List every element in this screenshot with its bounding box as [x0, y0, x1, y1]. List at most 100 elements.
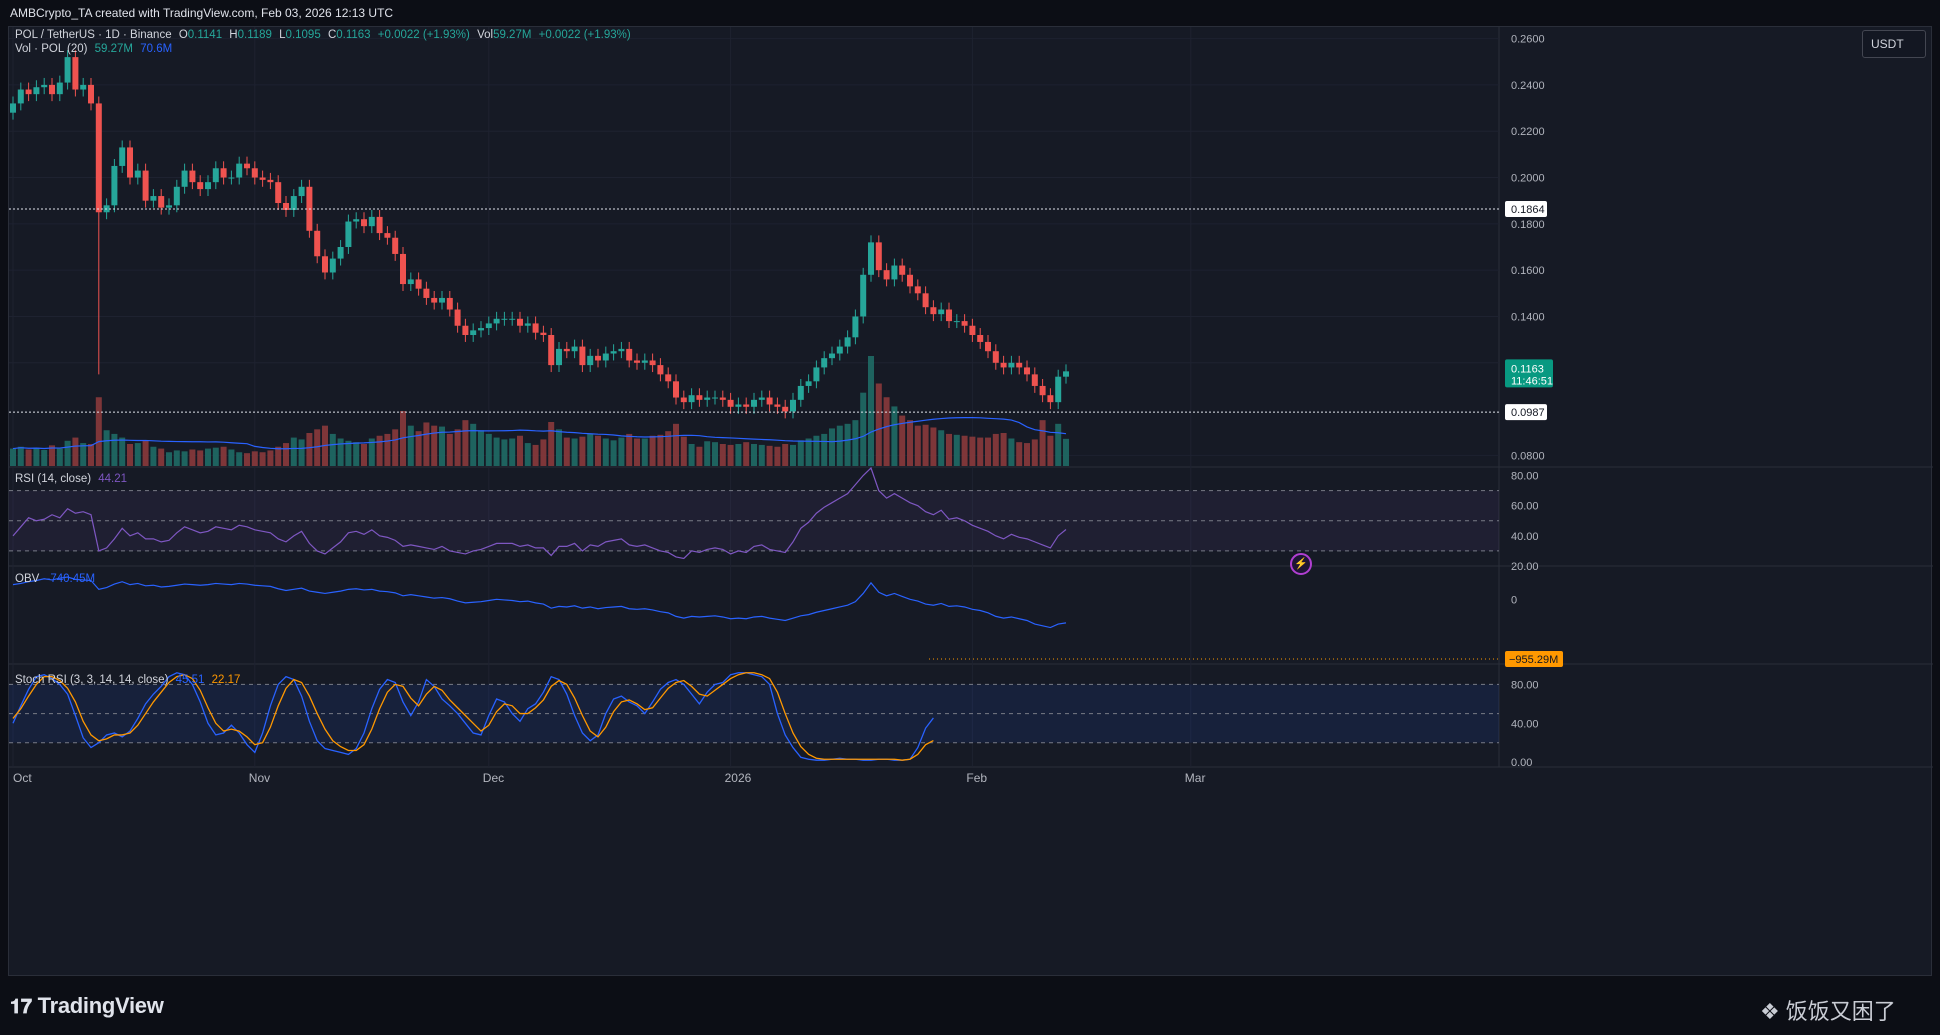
volume-bar — [1008, 438, 1015, 466]
volume-bar — [946, 433, 952, 466]
volume-bar — [103, 430, 110, 466]
candle-down — [579, 346, 586, 366]
chart-area[interactable]: Oct Nov Dec 2026 Feb Mar 0.2600 0.2400 0.2200 0.2… — [8, 26, 1933, 977]
stoch-tick-label: 80.00 — [1511, 679, 1539, 691]
candle-up — [758, 397, 765, 400]
candle-down — [782, 406, 789, 412]
open-value: 0.1141 — [187, 29, 223, 41]
volume-bar — [205, 448, 211, 466]
volume-bar — [673, 423, 679, 466]
volume-bar — [478, 430, 484, 466]
volume-bar — [415, 431, 422, 466]
volume-bar — [602, 438, 609, 466]
candle-down — [665, 374, 672, 382]
volume-bar — [290, 437, 297, 466]
volume-bar — [836, 425, 843, 466]
candle-up — [852, 316, 859, 338]
candle-up — [236, 163, 243, 178]
candle-up — [298, 186, 305, 197]
volume-bar — [618, 437, 625, 466]
price-marker-low: 0.0987 — [1511, 407, 1545, 419]
volume-bar — [72, 437, 79, 466]
candle-down — [595, 355, 601, 361]
volume-bar — [751, 444, 757, 466]
candle-down — [88, 84, 94, 104]
candle-up — [587, 355, 594, 366]
candle-up — [805, 381, 812, 386]
volume-bar — [953, 434, 960, 466]
volume-bar — [634, 438, 640, 466]
candle-down — [719, 397, 726, 400]
candle-up — [868, 242, 874, 275]
candle-up — [493, 318, 500, 324]
volume-bar — [813, 435, 820, 466]
candle-up — [712, 397, 718, 399]
volume-bar — [712, 442, 718, 466]
volume-bar — [758, 444, 765, 466]
candle-up — [571, 346, 578, 352]
candle-down — [275, 182, 282, 203]
rsi-value: 44.21 — [98, 473, 128, 485]
candle-up — [337, 247, 344, 259]
candle-up — [509, 318, 516, 320]
candle-down — [727, 399, 734, 407]
high-label: H — [229, 29, 238, 41]
candle-up — [1008, 362, 1015, 368]
volume-bar — [532, 444, 539, 466]
volume-bar — [56, 448, 63, 466]
volume-bar — [524, 443, 531, 466]
change-value: +0.0022 (+1.93%) — [377, 29, 470, 41]
time-label-nov: Nov — [249, 771, 270, 785]
low-value: 0.1095 — [285, 29, 321, 41]
rsi-legend: RSI (14, close) 44.21 — [15, 473, 127, 485]
candle-down — [1031, 374, 1038, 386]
candle-up — [860, 274, 867, 317]
volume-bar — [688, 444, 695, 466]
volume-bar — [548, 422, 555, 466]
chart-canvas[interactable]: Oct Nov Dec 2026 Feb Mar 0.2600 0.2400 0.2200 0.2… — [9, 27, 1933, 977]
rsi-tick-label: 20.00 — [1511, 561, 1539, 573]
lightning-icon[interactable]: ⚡ — [1290, 553, 1312, 575]
candle-down — [634, 360, 640, 363]
candle-down — [774, 404, 781, 407]
volume-bar — [236, 452, 243, 466]
volume-bar — [1000, 433, 1007, 466]
volume-bar — [10, 448, 16, 466]
candle-down — [532, 323, 539, 333]
candle-down — [314, 230, 321, 257]
volume-bar — [1016, 442, 1023, 466]
volume-bar — [384, 433, 391, 466]
volume-bar — [782, 444, 789, 466]
candle-up — [478, 328, 484, 331]
candle-up — [212, 168, 219, 183]
volume-bar — [150, 446, 157, 466]
volume-bar — [899, 415, 906, 466]
volume-bar — [766, 445, 773, 466]
price-tick-label: 0.1400 — [1511, 311, 1545, 323]
volume-bar — [306, 433, 313, 466]
tradingview-logo[interactable]: 𝟏𝟕 TradingView — [10, 993, 164, 1019]
volume-bar — [166, 452, 172, 466]
candle-down — [1000, 362, 1007, 368]
candle-up — [751, 399, 757, 407]
candle-up — [556, 348, 562, 366]
volume-bar — [790, 444, 796, 466]
volume-bar — [657, 434, 664, 466]
high-value: 0.1189 — [237, 29, 272, 41]
candle-down — [992, 351, 999, 363]
volume-bar — [361, 444, 367, 466]
volume-bar — [696, 446, 703, 466]
rsi-tick-label: 60.00 — [1511, 501, 1539, 513]
price-tick-label: 0.1800 — [1511, 219, 1545, 231]
countdown-label: 11:46:51 — [1511, 375, 1553, 387]
candle-up — [329, 258, 336, 273]
candle-up — [439, 297, 445, 303]
volume-bar — [197, 450, 204, 466]
volume-bar — [493, 437, 500, 466]
candle-down — [158, 196, 165, 208]
candle-up — [891, 265, 898, 280]
candle-up — [618, 348, 625, 352]
volume-legend: Vol · POL (20) 59.27M 70.6M — [15, 43, 172, 55]
currency-unit-button[interactable]: USDT — [1862, 30, 1926, 58]
candle-down — [907, 274, 913, 287]
